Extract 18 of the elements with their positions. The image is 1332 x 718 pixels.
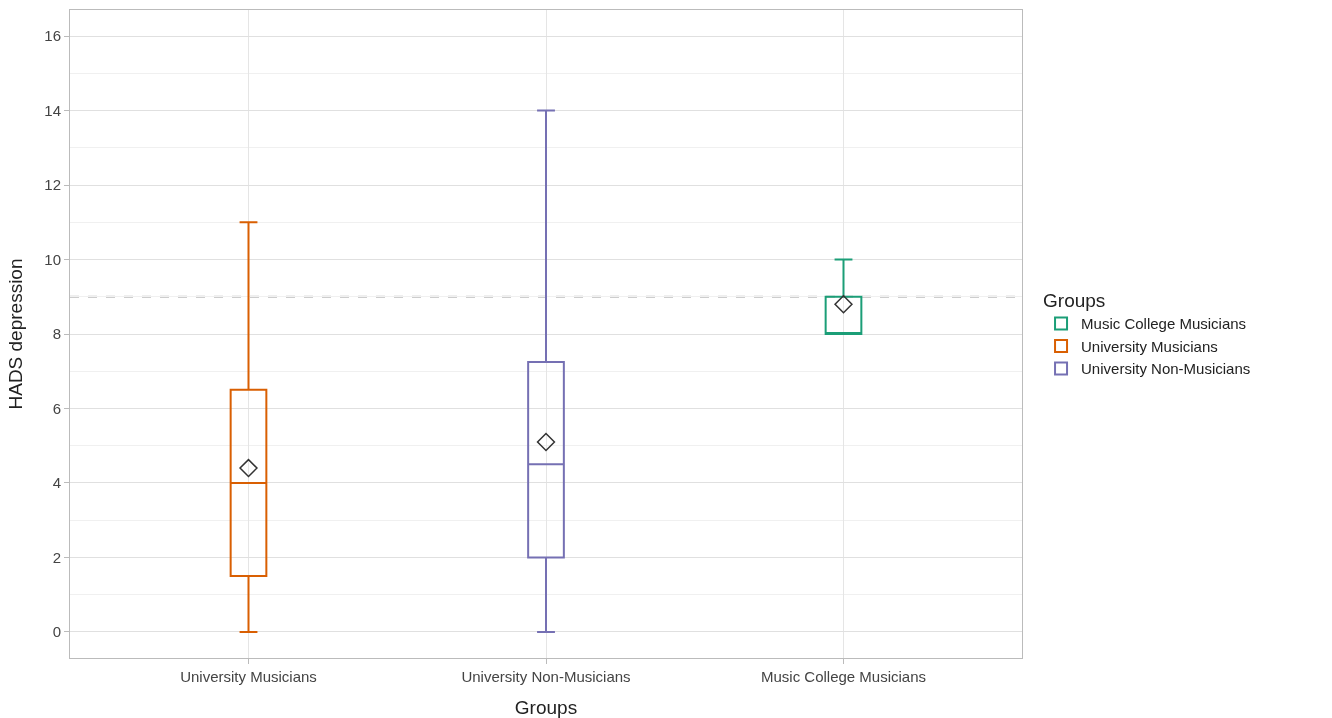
legend-label: University Non-Musicians [1081, 360, 1251, 378]
y-tick-label: 8 [52, 325, 61, 343]
x-axis-title: Groups [514, 697, 578, 718]
x-tick-label: University Musicians [180, 668, 317, 685]
y-tick-label: 2 [52, 548, 61, 566]
y-tick-label: 0 [52, 623, 61, 641]
x-tick-label: Music College Musicians [760, 668, 927, 685]
legend-label: Music College Musicians [1081, 315, 1247, 333]
legend-title: Groups [1043, 290, 1106, 312]
x-tick-label: University Non-Musicians [461, 668, 631, 685]
y-tick-label: 14 [44, 101, 61, 119]
y-tick-label: 6 [52, 399, 61, 417]
legend-label: University Musicians [1081, 337, 1218, 355]
y-tick-label: 10 [44, 250, 61, 268]
y-tick-label: 12 [44, 176, 61, 194]
y-tick-label: 4 [52, 474, 61, 492]
y-tick-label: 16 [44, 27, 61, 45]
y-axis-title: HADS depression [5, 258, 26, 410]
